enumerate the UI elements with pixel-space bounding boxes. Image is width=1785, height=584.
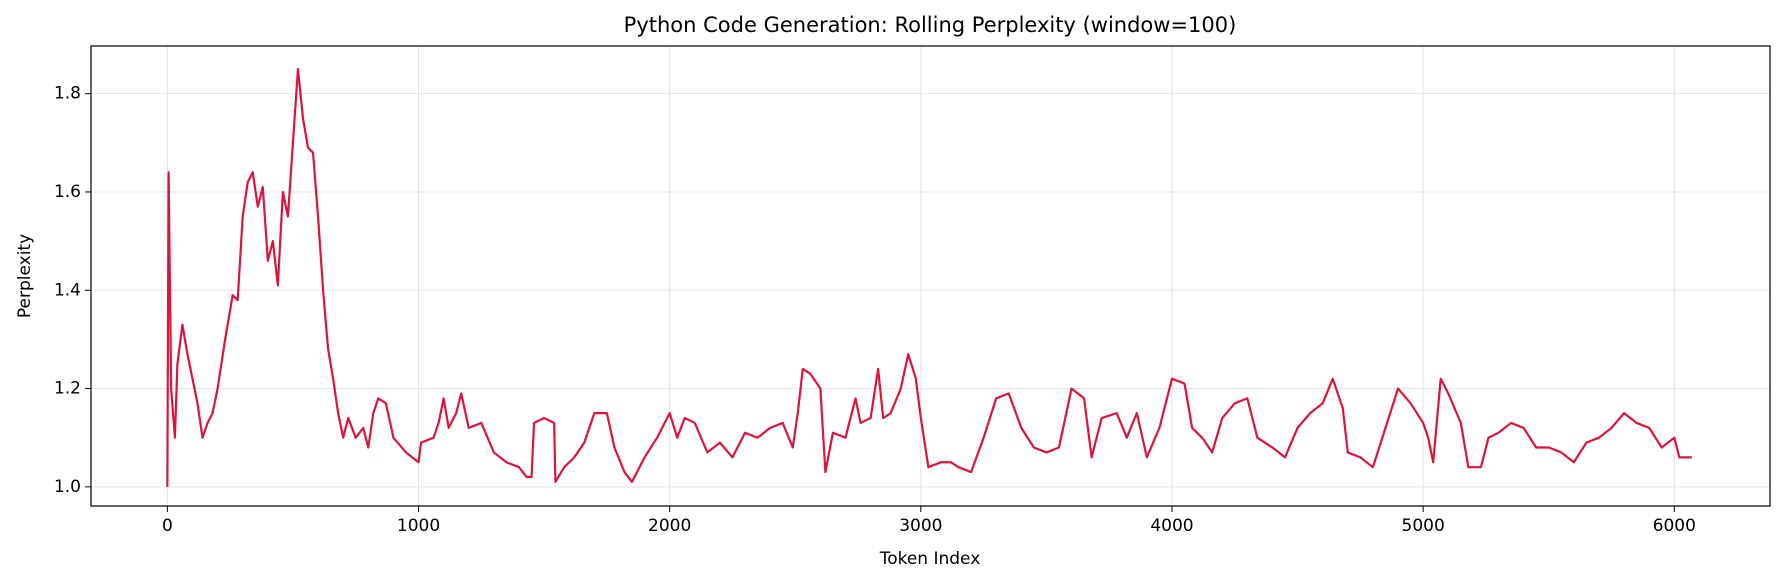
x-tick-label: 1000 xyxy=(397,516,440,536)
y-axis-label: Perplexity xyxy=(15,234,35,318)
y-tick-label: 1.4 xyxy=(54,280,81,300)
plot-frame xyxy=(90,45,1771,507)
x-tick-label: 6000 xyxy=(1653,516,1696,536)
y-tick-label: 1.6 xyxy=(54,182,81,202)
x-tick-label: 2000 xyxy=(648,516,691,536)
data-line xyxy=(166,68,1692,487)
y-tick-label: 1.0 xyxy=(54,477,81,497)
x-tick-label: 0 xyxy=(162,516,173,536)
x-tick-label: 4000 xyxy=(1150,516,1193,536)
chart-title: Python Code Generation: Rolling Perplexi… xyxy=(624,13,1237,37)
x-axis-label: Token Index xyxy=(879,549,981,569)
y-tick-label: 1.2 xyxy=(54,379,81,399)
x-tick-label: 3000 xyxy=(899,516,942,536)
x-tick-label: 5000 xyxy=(1402,516,1445,536)
y-tick-label: 1.8 xyxy=(54,84,81,104)
